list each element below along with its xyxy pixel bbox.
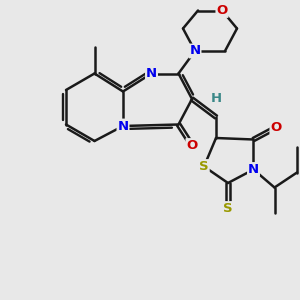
Text: S: S — [223, 202, 233, 215]
Text: N: N — [189, 44, 201, 58]
Text: N: N — [117, 119, 129, 133]
Text: O: O — [216, 4, 228, 17]
Text: O: O — [186, 139, 198, 152]
Text: H: H — [210, 92, 222, 106]
Text: O: O — [270, 121, 282, 134]
Text: N: N — [248, 163, 259, 176]
Text: N: N — [146, 67, 157, 80]
Text: S: S — [199, 160, 209, 173]
